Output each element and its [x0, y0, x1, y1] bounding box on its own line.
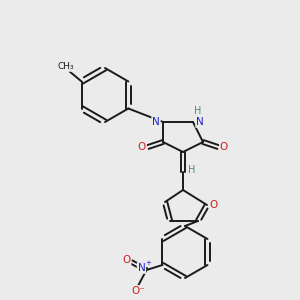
Text: O: O — [122, 255, 130, 265]
Text: H: H — [188, 165, 196, 175]
Text: N: N — [196, 117, 204, 127]
Text: N: N — [138, 263, 146, 273]
Text: +: + — [146, 260, 152, 266]
Text: O⁻: O⁻ — [132, 286, 145, 296]
Text: CH₃: CH₃ — [57, 62, 74, 71]
Text: N: N — [152, 117, 160, 127]
Text: O: O — [220, 142, 228, 152]
Text: O: O — [210, 200, 218, 210]
Text: H: H — [194, 106, 202, 116]
Text: O: O — [138, 142, 146, 152]
